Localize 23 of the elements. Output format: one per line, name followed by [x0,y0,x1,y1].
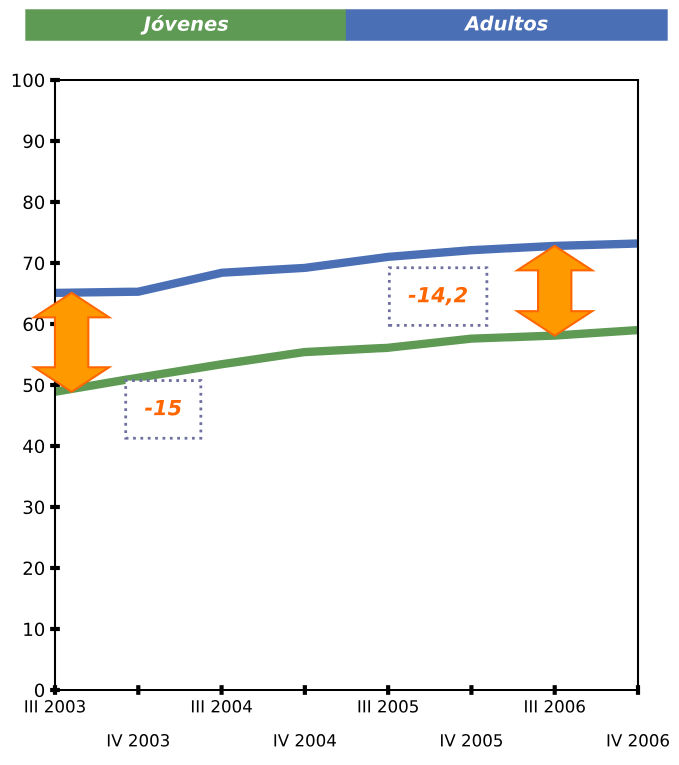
x-tick-label: IV 2004 [274,734,336,747]
y-tick-label: 60 [24,317,44,332]
x-tick-label: IV 2003 [108,734,169,747]
y-tick-label: 90 [23,134,44,148]
x-tick-label: III 2003 [25,700,85,713]
y-tick-label: 40 [23,439,44,454]
y-tick-label: 50 [24,378,44,392]
y-tick-label: 80 [24,195,44,210]
text: Adultos [464,16,548,31]
x-tick-label: IV 2005 [441,734,502,747]
text: Jóvenes [140,15,228,35]
y-tick-label: 0 [34,683,44,698]
y-tick-label: 70 [24,256,44,270]
y-tick-label: 100 [12,73,44,88]
annotation: -15 [144,400,182,416]
y-tick-label: 20 [24,561,44,576]
annotation: -14,2 [408,286,467,306]
x-tick-label: IV 2006 [608,734,669,747]
x-tick-label: III 2005 [358,700,418,713]
y-tick-label: 30 [24,500,44,514]
x-tick-label: III 2006 [525,700,585,713]
y-tick-label: 10 [24,622,44,636]
x-tick-label: III 2004 [192,700,252,713]
